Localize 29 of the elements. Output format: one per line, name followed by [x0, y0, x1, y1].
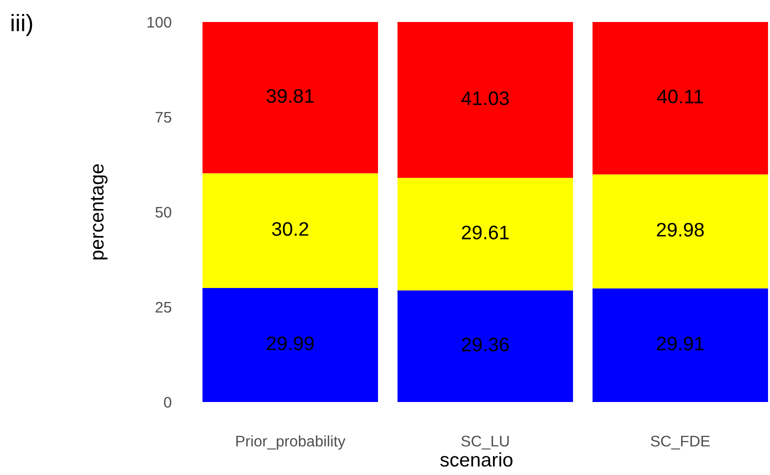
data-label: 40.11 — [657, 90, 703, 104]
bar — [592, 22, 768, 174]
text: iii) — [12, 14, 32, 36]
data-label: 30.2 — [272, 222, 308, 236]
bar — [592, 174, 768, 288]
data-label: 41.03 — [461, 91, 509, 106]
bar — [202, 173, 378, 288]
y-tick-label: 75 — [156, 112, 172, 123]
bar — [398, 290, 574, 402]
data-label: 29.98 — [656, 222, 704, 237]
x-tick-label: Prior_probability — [236, 435, 346, 450]
data-label: 29.99 — [266, 336, 314, 350]
bar — [398, 22, 574, 178]
data-label: 29.61 — [462, 226, 509, 240]
data-label: 29.91 — [656, 336, 704, 350]
x-tick-label: SC_LU — [461, 436, 509, 450]
data-label: 39.81 — [266, 89, 314, 103]
bar — [202, 22, 378, 174]
y-tick-label: 50 — [156, 206, 172, 218]
bar — [398, 178, 574, 290]
x-tick-label: SC_FDE — [650, 436, 710, 450]
y-axis-title: percentage — [90, 164, 108, 260]
data-label: 29.36 — [462, 338, 509, 352]
y-tick-label: 100 — [148, 16, 172, 28]
bar — [202, 288, 378, 402]
x-axis-title: scenario — [440, 452, 512, 467]
bar — [592, 288, 768, 402]
y-tick-label: 0 — [164, 396, 172, 408]
y-tick-label: 25 — [156, 302, 172, 313]
